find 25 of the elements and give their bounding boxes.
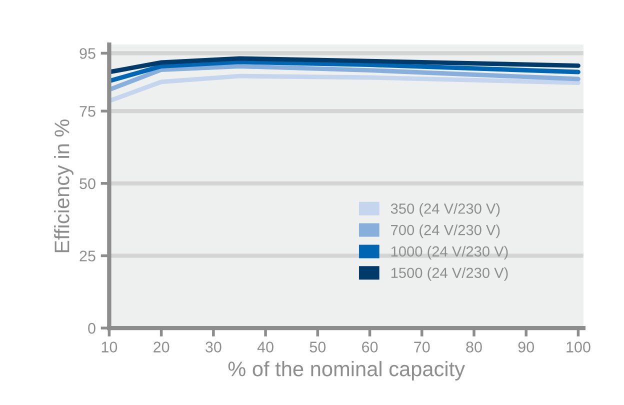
x-tick-label: 10	[102, 342, 118, 352]
legend-label: 1500 (24 V/230 V)	[391, 267, 508, 281]
line-series	[109, 56, 580, 74]
x-axis-title: % of the nominal capacity	[228, 361, 465, 380]
line-series	[109, 60, 580, 84]
line-series	[109, 74, 580, 104]
x-tick-label: 80	[466, 342, 482, 352]
x-tick-label: 20	[154, 342, 170, 352]
x-tick-label: 70	[414, 342, 430, 352]
line-series	[109, 64, 580, 92]
legend-label: 700 (24 V/230 V)	[391, 224, 500, 238]
x-tick-label: 100	[566, 342, 590, 352]
y-axis-title: Efficiency in %	[54, 119, 74, 252]
y-tick-label: 0	[88, 322, 96, 334]
y-tick-label: 25	[80, 250, 96, 262]
x-tick-label: 40	[257, 342, 274, 352]
x-tick-label: 60	[362, 342, 378, 352]
y-tick-label: 50	[80, 178, 96, 190]
y-tick-label: 75	[80, 106, 96, 117]
x-tick-label: 30	[206, 342, 222, 352]
y-tick-label: 95	[80, 48, 96, 59]
x-tick-label: 50	[310, 342, 326, 352]
x-tick-label: 90	[518, 342, 534, 352]
legend-label: 1000 (24 V/230 V)	[391, 246, 508, 260]
legend-label: 350 (24 V/230 V)	[390, 203, 500, 217]
